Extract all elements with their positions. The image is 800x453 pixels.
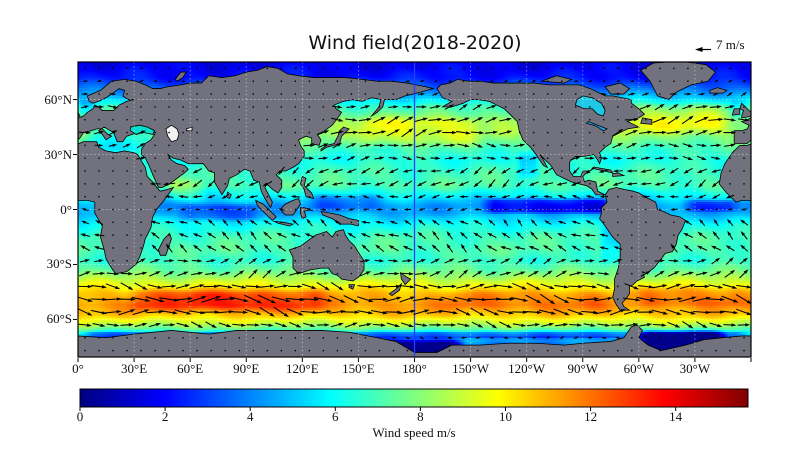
x-axis-tick-label: 0° <box>72 361 84 376</box>
colorbar-tick-label: 4 <box>246 409 254 424</box>
colorbar-label: Wind speed m/s <box>372 425 456 440</box>
x-axis-tick-label: 150°W <box>452 361 490 376</box>
x-axis-tick-label: 90°E <box>233 361 260 376</box>
x-axis-tick-label: 30°E <box>121 361 148 376</box>
x-axis-tick-label: 90°W <box>567 361 598 376</box>
wind-reference-arrow-icon <box>694 41 712 52</box>
y-axis-tick-label: 60°S <box>46 311 72 327</box>
colorbar-tick-label: 10 <box>498 409 512 424</box>
x-axis-tick-label: 120°E <box>286 361 319 376</box>
y-axis-tick-label: 30°S <box>46 256 72 272</box>
colorbar-tick-label: 2 <box>161 409 169 424</box>
x-axis-tick-label: 120°W <box>508 361 546 376</box>
x-axis-tick-label: 60°W <box>623 361 655 376</box>
colorbar-tick-label: 8 <box>417 409 424 424</box>
y-axis-tick-label: 60°N <box>44 91 72 107</box>
colorbar-tick-label: 12 <box>584 409 598 424</box>
colorbar-tick-label: 0 <box>76 409 84 424</box>
x-axis-tick-label: 180° <box>402 361 427 376</box>
colorbar-tick-label: 6 <box>332 409 339 424</box>
x-axis-tick-label: 30°W <box>679 361 711 376</box>
colorbar-tick-label: 14 <box>669 409 683 424</box>
chart-title: Wind field(2018-2020) <box>308 32 522 54</box>
wind-reference-label: 7 m/s <box>716 37 745 52</box>
y-axis-tick-label: 0° <box>60 201 72 217</box>
x-axis-tick-label: 150°E <box>342 361 375 376</box>
x-axis-tick-label: 60°E <box>177 361 204 376</box>
y-axis-tick-label: 30°N <box>44 146 72 162</box>
